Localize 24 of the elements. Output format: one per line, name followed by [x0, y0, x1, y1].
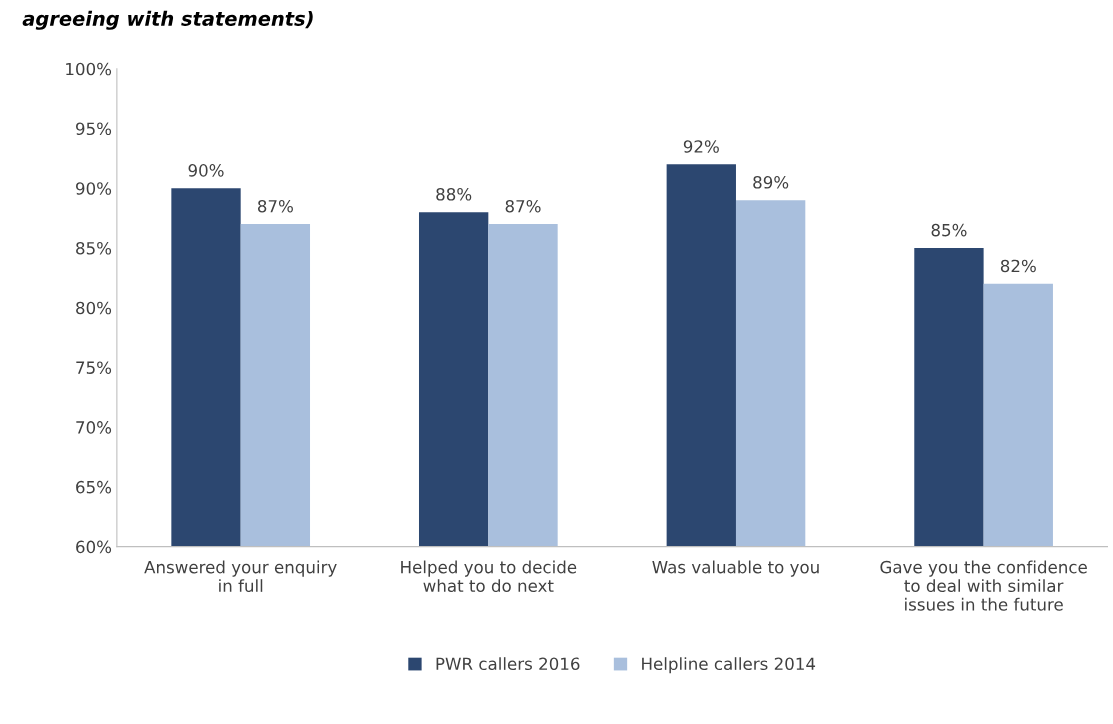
x-tick-label: Answered your enquiry in full	[144, 560, 337, 593]
data-label: 87%	[505, 199, 541, 213]
y-tick-label: 90%	[76, 182, 112, 195]
y-tick-label: 95%	[76, 122, 112, 136]
data-label: 89%	[753, 176, 789, 189]
y-tick-label: 100%	[66, 62, 112, 76]
legend-label: PWR callers 2016	[436, 657, 580, 671]
y-tick-label: 75%	[76, 361, 112, 374]
data-label: 90%	[188, 164, 224, 177]
data-label: 85%	[931, 223, 967, 237]
data-label: 88%	[436, 187, 472, 201]
y-tick-label: 60%	[76, 540, 112, 554]
y-tick-label: 70%	[76, 421, 112, 434]
y-tick-label: 85%	[76, 241, 112, 255]
x-tick-label: Gave you the confidence to deal with similar issues in the future	[880, 560, 1087, 611]
y-tick-label: 80%	[76, 301, 112, 315]
y-tick-label: 65%	[76, 480, 112, 494]
chart-title: agreeing with statements)	[22, 10, 313, 30]
legend-label: Helpline callers 2014	[642, 657, 816, 674]
x-tick-label: Helped you to decide what to do next	[401, 560, 577, 593]
data-label: 92%	[683, 140, 719, 153]
data-label: 82%	[1000, 259, 1036, 273]
data-label: 87%	[257, 199, 293, 213]
x-tick-label: Was valuable to you	[652, 560, 819, 577]
